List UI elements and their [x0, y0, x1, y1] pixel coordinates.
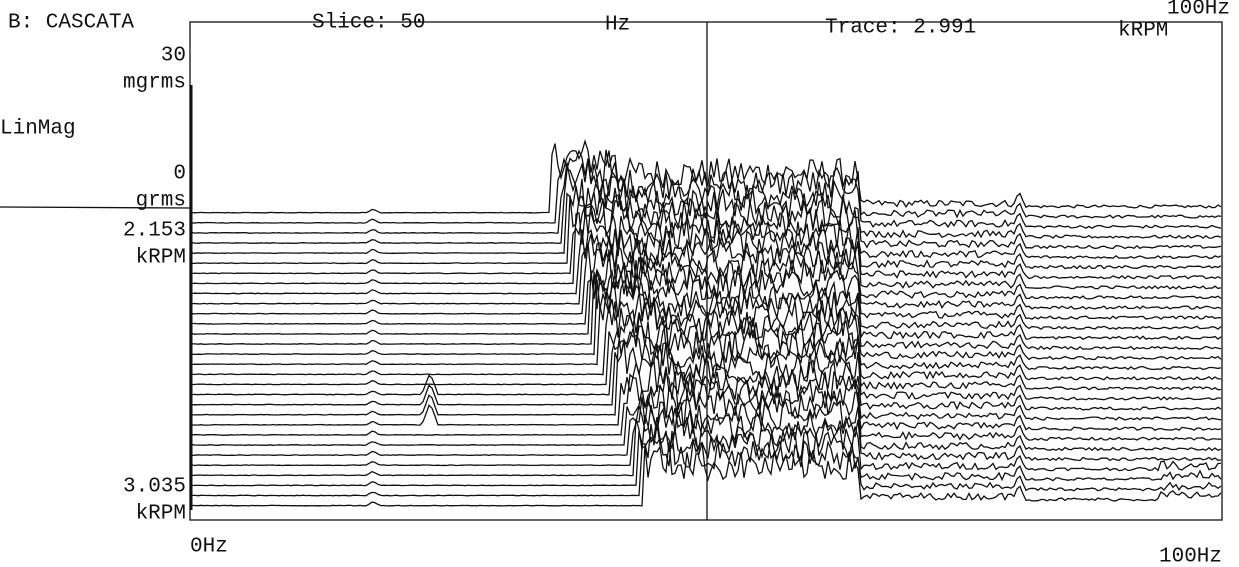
trace — [189, 169, 1222, 244]
trace — [189, 279, 1222, 356]
trace — [189, 301, 1222, 376]
trace — [189, 339, 1222, 416]
trace — [190, 393, 1222, 457]
trace — [189, 370, 1222, 436]
trace — [189, 359, 1222, 426]
x-min: 0Hz — [190, 536, 228, 559]
y-top: 30 — [161, 45, 186, 68]
trace — [189, 210, 1222, 285]
trace — [189, 423, 1222, 487]
y-top-unit: mgrms — [123, 72, 186, 95]
trace — [190, 290, 1222, 366]
trace — [189, 160, 1222, 234]
traces — [189, 139, 1222, 507]
title: B: CASCATA — [8, 12, 134, 35]
x-max-top: 100Hz — [1167, 0, 1230, 21]
y-bottom-unit: grms — [136, 190, 186, 213]
trace — [189, 192, 1222, 265]
trace — [189, 411, 1222, 477]
z-end-unit: kRPM — [136, 503, 186, 526]
trace — [189, 178, 1222, 255]
trace — [189, 228, 1222, 295]
z-start: 2.153 — [123, 220, 186, 243]
trace-unit: kRPM — [1118, 20, 1168, 43]
trace — [189, 384, 1222, 446]
trace — [189, 314, 1222, 386]
trace — [189, 241, 1222, 315]
trace — [189, 270, 1222, 345]
y-bottom: 0 — [173, 163, 186, 186]
slice-unit: Hz — [605, 14, 630, 37]
level-line — [0, 206, 191, 209]
trace — [189, 149, 1222, 224]
trace — [189, 260, 1222, 335]
x-max: 100Hz — [1159, 546, 1222, 567]
trace — [189, 139, 1222, 214]
trace — [189, 249, 1222, 325]
trace — [189, 230, 1222, 305]
slice: Slice: 50 — [312, 12, 425, 35]
trace: Trace: 2.991 — [825, 17, 976, 40]
trace — [189, 442, 1222, 507]
z-end: 3.035 — [123, 476, 186, 499]
z-start-unit: kRPM — [136, 247, 186, 270]
y-scale: LinMag — [0, 118, 76, 141]
trace — [189, 198, 1222, 275]
